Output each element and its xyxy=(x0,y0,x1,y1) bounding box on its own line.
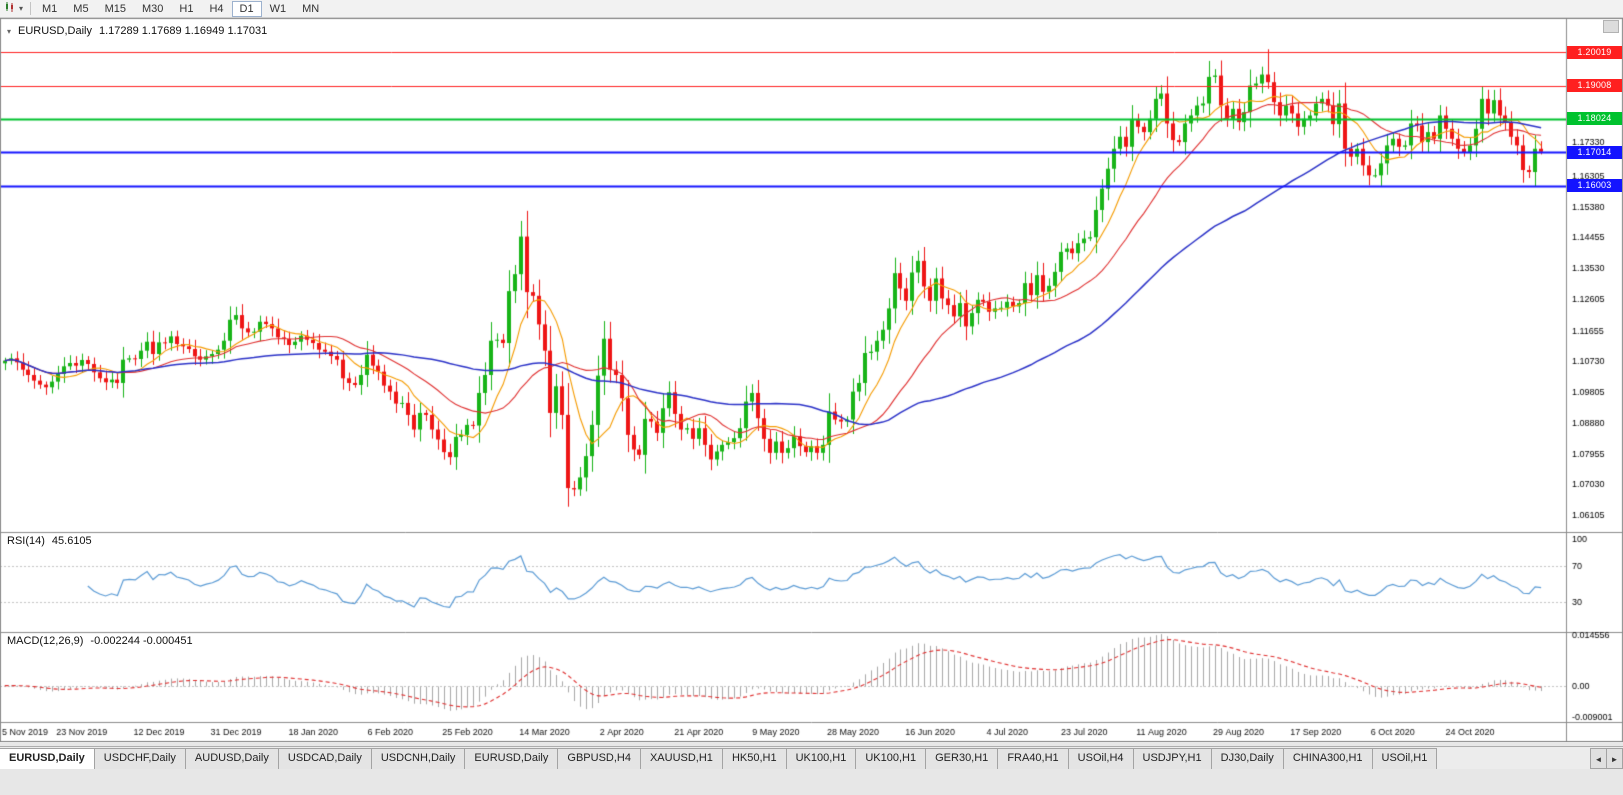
timeframe-buttons: M1 M5 M15 M30 H1 H4 D1 W1 MN xyxy=(34,0,327,17)
chart-tab-uk100-h1[interactable]: UK100,H1 xyxy=(785,748,857,769)
tab-scroll-left-button[interactable]: ◄ xyxy=(1590,748,1607,769)
chart-type-caret-icon[interactable]: ▾ xyxy=(19,3,24,13)
chart-tab-audusd-daily[interactable]: AUDUSD,Daily xyxy=(184,748,279,769)
top-toolbar: ▾ M1 M5 M15 M30 H1 H4 D1 W1 MN xyxy=(0,0,1623,18)
price-line-badge-1.17014: 1.17014 xyxy=(1567,145,1622,159)
chart-tab-usdjpy-h1[interactable]: USDJPY,H1 xyxy=(1132,748,1212,769)
chart-tab-ger30-h1[interactable]: GER30,H1 xyxy=(925,748,999,769)
tab-scroll-arrows: ◄ ► xyxy=(1590,748,1623,769)
chart-tab-fra40-h1[interactable]: FRA40,H1 xyxy=(997,748,1069,769)
price-line-badge-1.16003: 1.16003 xyxy=(1567,179,1622,193)
chart-tools-group: ▾ xyxy=(0,0,27,17)
timeframe-button-h4[interactable]: H4 xyxy=(209,2,224,15)
chart-tab-usdcad-daily[interactable]: USDCAD,Daily xyxy=(277,748,372,769)
chart-tab-usoil-h4[interactable]: USOil,H4 xyxy=(1067,748,1134,769)
chart-tabs: EURUSD,Daily USDCHF,Daily AUDUSD,Daily USDC… xyxy=(0,746,1623,769)
chart-tab-eurusd-daily[interactable]: EURUSD,Daily xyxy=(464,748,559,769)
timeframe-button-m30[interactable]: M30 xyxy=(141,2,164,15)
chart-tab-hk50-h1[interactable]: HK50,H1 xyxy=(721,748,787,769)
candlestick-chart-icon[interactable] xyxy=(4,1,16,16)
timeframe-button-d1[interactable]: D1 xyxy=(231,0,262,17)
chart-tab-dj30-daily[interactable]: DJ30,Daily xyxy=(1210,748,1284,769)
chart-tab-usoil-h1[interactable]: USOil,H1 xyxy=(1371,748,1438,769)
chart-tab-china300-h1[interactable]: CHINA300,H1 xyxy=(1282,748,1373,769)
timeframe-button-h1[interactable]: H1 xyxy=(179,2,194,15)
chart-scroll-button[interactable] xyxy=(1603,20,1619,33)
bottom-filler xyxy=(0,769,1623,795)
timeframe-button-m15[interactable]: M15 xyxy=(104,2,126,15)
chart-tab-uk100-h1[interactable]: UK100,H1 xyxy=(855,748,927,769)
toolbar-separator xyxy=(30,2,32,15)
price-line-badge-1.19008: 1.19008 xyxy=(1567,79,1622,93)
chart-tab-eurusd-daily[interactable]: EURUSD,Daily xyxy=(0,748,95,769)
price-line-badge-1.20019: 1.20019 xyxy=(1567,45,1622,59)
chart-tab-usdcnh-daily[interactable]: USDCNH,Daily xyxy=(370,748,466,769)
price-line-badge-1.18024: 1.18024 xyxy=(1567,112,1622,126)
timeframe-button-m5[interactable]: M5 xyxy=(73,2,89,15)
chart-tab-gbpusd-h4[interactable]: GBPUSD,H4 xyxy=(557,748,641,769)
chart-tab-usdchf-daily[interactable]: USDCHF,Daily xyxy=(93,748,186,769)
chart-tab-xauusd-h1[interactable]: XAUUSD,H1 xyxy=(639,748,723,769)
chart-canvas[interactable] xyxy=(0,18,1623,742)
timeframe-button-w1[interactable]: W1 xyxy=(269,2,287,15)
collapse-triangle-icon[interactable]: ▾ xyxy=(7,26,12,36)
timeframe-button-mn[interactable]: MN xyxy=(302,2,320,15)
tab-scroll-right-button[interactable]: ► xyxy=(1606,748,1623,769)
timeframe-button-m1[interactable]: M1 xyxy=(42,2,58,15)
